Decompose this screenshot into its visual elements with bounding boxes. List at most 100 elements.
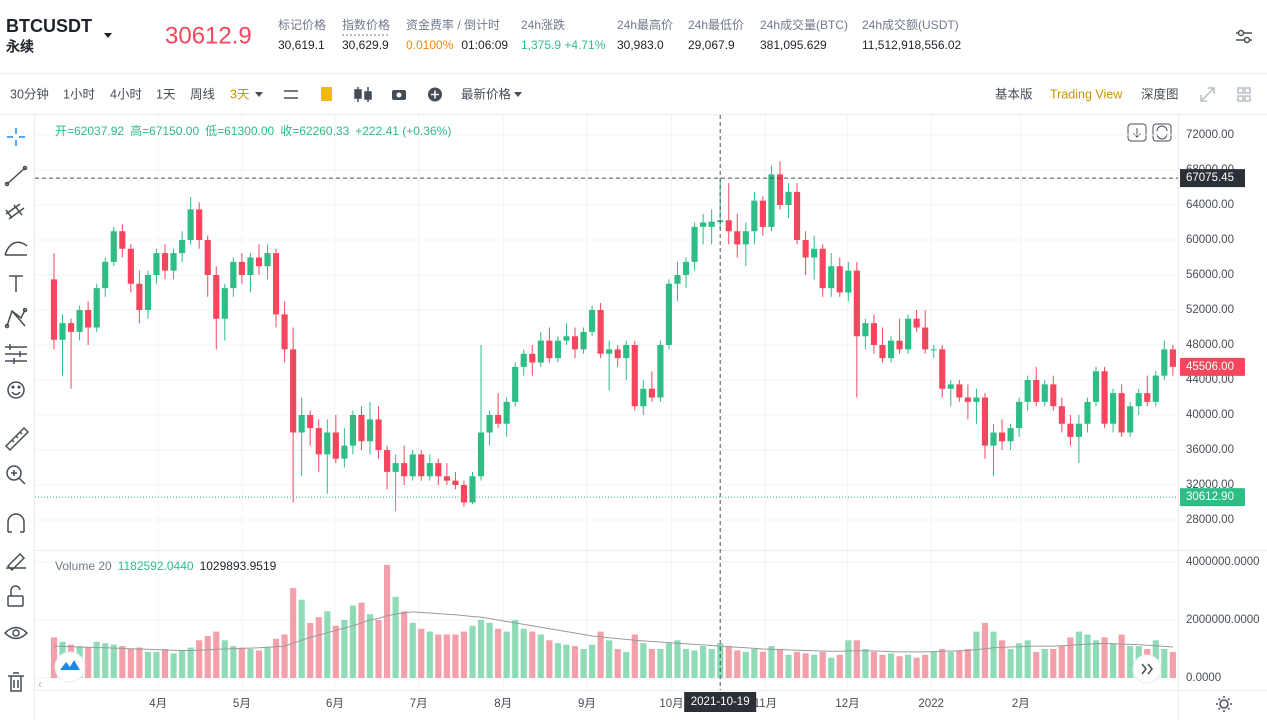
candle-body [204, 240, 211, 275]
candle-body [554, 340, 561, 359]
volume-bar [700, 646, 707, 678]
candle-body [682, 261, 690, 275]
candle-body [836, 266, 843, 293]
volume-bar [845, 640, 852, 678]
volume-bar [785, 654, 792, 678]
chart-settings[interactable] [1216, 696, 1232, 712]
drawing-tools[interactable] [3, 128, 30, 692]
volume-bar [136, 647, 143, 678]
logo-button[interactable] [54, 651, 86, 683]
candle-body [179, 240, 186, 254]
interval-option[interactable]: 30分钟 [10, 86, 49, 101]
symbol-caret[interactable] [104, 33, 112, 38]
candle-body [990, 432, 997, 446]
candle-body [1067, 423, 1074, 437]
stat-label: 标记价格 [278, 17, 326, 32]
contract-type: 永续 [5, 39, 34, 55]
candle-body [623, 345, 630, 359]
candle-body [230, 261, 237, 289]
volume-bar [717, 643, 724, 678]
interval-option[interactable]: 4小时 [110, 87, 142, 101]
view-option[interactable]: 基本版 [995, 87, 1033, 101]
volume-legend-value: 1182592.0440 [118, 559, 194, 573]
candle-body [298, 415, 305, 433]
volume-bar [153, 651, 160, 678]
volume-bar [179, 650, 186, 678]
candle-body [1050, 384, 1057, 407]
candle-body [1152, 375, 1159, 402]
y-tick-label: 28000.00 [1186, 514, 1234, 526]
volume-bar [793, 651, 801, 678]
toolbar-icons[interactable] [284, 87, 1251, 102]
volume-bar [998, 640, 1006, 678]
candle-body [588, 310, 596, 332]
volume-bar [426, 631, 433, 678]
candle-body [349, 415, 356, 446]
candle-body [213, 275, 220, 319]
ohlc-legend: 开=62037.92 高=67150.00 低=61300.00 收=62260.33… [55, 123, 451, 138]
volume-bar [828, 657, 835, 678]
volume-bar [623, 651, 630, 678]
candle-body [905, 318, 912, 350]
candle-body [631, 345, 638, 407]
candle-body [401, 463, 408, 477]
candle-body [964, 397, 971, 402]
candle-body [1144, 393, 1151, 402]
stat-value-part: 381,095.629 [760, 38, 827, 52]
volume-bar [734, 650, 741, 678]
scroll-left[interactable]: ‹ [38, 677, 42, 691]
stat-value: 0.0100% 01:06:09 [406, 38, 508, 52]
interval-option[interactable]: 1小时 [63, 87, 95, 101]
x-tick-label: 6月 [326, 698, 344, 710]
candle-body [187, 209, 194, 240]
price-type-caret[interactable] [514, 92, 522, 97]
volume-bar [452, 634, 459, 678]
volume-bar [272, 638, 280, 678]
settings-icon[interactable] [1236, 29, 1252, 44]
volume-bar [554, 643, 561, 678]
volume-bar [1169, 651, 1176, 678]
volume-bar [392, 596, 399, 678]
volume-bar [580, 649, 587, 678]
candle-body [1058, 406, 1065, 424]
volume-bar [281, 634, 288, 678]
candle-body [341, 445, 348, 459]
candle-body [1127, 406, 1134, 433]
candle-body [161, 253, 169, 271]
candle-body [247, 257, 254, 275]
volume-bar [981, 622, 989, 678]
interval-caret[interactable] [255, 92, 263, 97]
x-tick-label: 5月 [233, 698, 251, 710]
candle-body [674, 275, 681, 284]
candle-body [409, 454, 416, 477]
view-option[interactable]: 深度图 [1141, 86, 1179, 101]
price-tag-label: 30612.90 [1186, 491, 1234, 503]
candle-body [281, 314, 288, 350]
volume-bar [375, 620, 382, 678]
volume-bar [1075, 631, 1082, 678]
interval-option[interactable]: 周线 [190, 87, 216, 101]
volume-bar [879, 654, 886, 678]
candle-body [324, 432, 331, 455]
symbol[interactable]: BTCUSDT [6, 16, 92, 36]
volume-bar [332, 625, 339, 678]
volume-bar [811, 654, 818, 678]
candle-body [264, 253, 271, 267]
candle-body [811, 248, 818, 258]
price-type-select[interactable]: 最新价格 [461, 86, 512, 101]
volume-bar [349, 605, 356, 678]
y-tick-label: 44000.00 [1186, 374, 1234, 386]
scale-buttons[interactable] [1127, 123, 1172, 142]
scroll-to-end[interactable] [1132, 654, 1162, 684]
crosshair-price-label: 67075.45 [1186, 172, 1234, 184]
candle-body [469, 476, 476, 503]
stat-label: 24h成交额(USDT) [862, 17, 959, 32]
interval-option[interactable]: 1天 [156, 87, 176, 101]
volume-bar [563, 644, 570, 678]
candle-body [1135, 393, 1142, 407]
interval-option[interactable]: 3天 [230, 87, 250, 101]
candle-body [110, 231, 117, 262]
view-option[interactable]: Trading View [1050, 87, 1123, 101]
crosshair-price-box [1180, 169, 1245, 188]
